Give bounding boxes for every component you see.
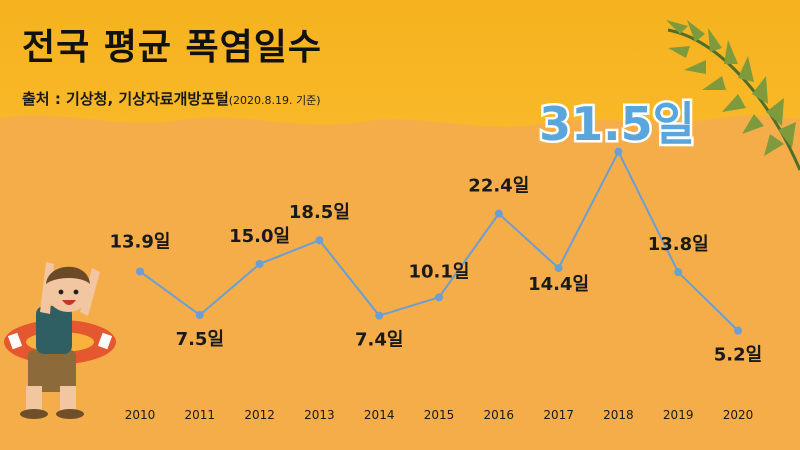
data-label: 7.4일 [355, 330, 403, 351]
data-label: 14.4일 [528, 274, 589, 295]
source-line: 출처 : 기상청, 기상자료개방포털(2020.8.19. 기준) [22, 88, 321, 109]
source-date: (2020.8.19. 기준) [228, 94, 321, 107]
data-label: 13.8일 [648, 234, 709, 255]
page-title: 전국 평균 폭염일수 [22, 27, 323, 68]
data-point [255, 260, 264, 268]
data-label: 31.5일 [539, 97, 695, 151]
data-point [136, 267, 144, 276]
data-label: 18.5일 [289, 202, 350, 223]
data-point [375, 311, 384, 320]
x-tick-label: 2018 [603, 408, 634, 422]
x-tick-label: 2019 [663, 408, 694, 422]
x-tick-label: 2012 [244, 408, 275, 422]
data-label: 7.5일 [176, 329, 224, 350]
x-tick-label: 2013 [304, 408, 335, 422]
x-tick-label: 2014 [364, 408, 395, 422]
data-label: 15.0일 [229, 226, 290, 247]
data-labels: 13.9일 7.5일 15.0일 18.5일 7.4일 10.1일 22.4일 14.4일 31… [110, 95, 763, 366]
data-point [494, 209, 503, 218]
x-tick-label: 2016 [484, 408, 515, 422]
x-tick-label: 2020 [723, 408, 754, 422]
data-point [435, 293, 443, 302]
data-label: 5.2일 [714, 345, 762, 366]
data-label: 10.1일 [409, 261, 470, 282]
data-points [136, 147, 742, 335]
data-point [614, 147, 623, 156]
source-text: 출처 : 기상청, 기상자료개방포털 [22, 90, 229, 108]
x-tick-label: 2010 [125, 408, 156, 422]
data-point [315, 236, 324, 245]
data-point [195, 311, 204, 319]
data-label: 22.4일 [468, 176, 529, 197]
x-tick-label: 2011 [185, 408, 216, 422]
data-label: 13.9일 [110, 231, 171, 252]
x-tick-label: 2015 [424, 408, 455, 422]
data-point [674, 268, 683, 277]
data-point [734, 326, 742, 335]
data-point [554, 264, 563, 273]
x-tick-label: 2017 [543, 408, 574, 422]
x-axis-ticks: 2010 2011 2012 2013 2014 2015 2016 2017 2018 2019… [125, 408, 754, 422]
